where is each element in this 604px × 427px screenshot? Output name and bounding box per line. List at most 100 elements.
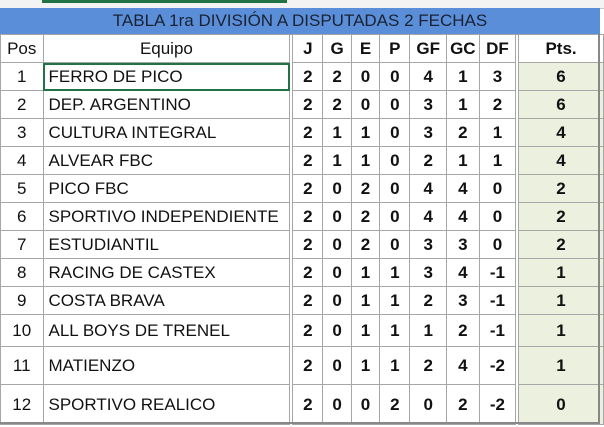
cell-df[interactable]: -2 [478, 346, 517, 385]
cell-gc[interactable]: 3 [445, 230, 480, 259]
cell-pos[interactable]: 6 [0, 202, 44, 231]
cell-g[interactable]: 1 [322, 118, 352, 147]
cell-gc[interactable]: 4 [445, 174, 480, 203]
cell-equipo[interactable]: FERRO DE PICO [42, 62, 291, 91]
cell-p[interactable]: 0 [379, 118, 411, 147]
cell-j[interactable]: 2 [292, 90, 324, 119]
table-title[interactable]: TABLA 1ra DIVISIÓN A DISPUTADAS 2 FECHAS [0, 8, 600, 35]
cell-gc[interactable]: 2 [445, 118, 480, 147]
cell-pos[interactable]: 11 [0, 346, 44, 385]
cell-g[interactable]: 0 [322, 384, 352, 425]
column-header-equipo[interactable]: Equipo [42, 34, 291, 63]
cell-pos[interactable]: 10 [0, 314, 44, 347]
cell-equipo[interactable]: COSTA BRAVA [42, 286, 291, 315]
cell-pts[interactable]: 4 [518, 146, 604, 175]
cell-gc[interactable]: 2 [445, 384, 480, 425]
column-header-e[interactable]: E [350, 34, 381, 63]
cell-p[interactable]: 0 [379, 230, 411, 259]
cell-equipo[interactable]: DEP. ARGENTINO [42, 90, 291, 119]
cell-pos[interactable]: 9 [0, 286, 44, 315]
cell-gf[interactable]: 2 [409, 146, 447, 175]
cell-df[interactable]: -1 [478, 314, 517, 347]
cell-gf[interactable]: 1 [409, 314, 447, 347]
cell-gc[interactable]: 1 [445, 62, 480, 91]
cell-gf[interactable]: 3 [409, 230, 447, 259]
cell-pts[interactable]: 1 [518, 258, 604, 287]
cell-df[interactable]: -2 [478, 384, 517, 425]
cell-e[interactable]: 1 [350, 118, 381, 147]
cell-j[interactable]: 2 [292, 286, 324, 315]
cell-j[interactable]: 2 [292, 230, 324, 259]
cell-pos[interactable]: 5 [0, 174, 44, 203]
cell-gc[interactable]: 4 [445, 202, 480, 231]
cell-e[interactable]: 0 [350, 90, 381, 119]
cell-gc[interactable]: 1 [445, 146, 480, 175]
cell-j[interactable]: 2 [292, 258, 324, 287]
cell-gf[interactable]: 0 [409, 384, 447, 425]
cell-j[interactable]: 2 [292, 384, 324, 425]
cell-df[interactable]: -1 [478, 258, 517, 287]
cell-gc[interactable]: 1 [445, 90, 480, 119]
cell-e[interactable]: 1 [350, 286, 381, 315]
cell-df[interactable]: 1 [478, 118, 517, 147]
cell-gf[interactable]: 3 [409, 90, 447, 119]
cell-pts[interactable]: 4 [518, 118, 604, 147]
cell-p[interactable]: 0 [379, 146, 411, 175]
cell-equipo[interactable]: PICO FBC [42, 174, 291, 203]
cell-pos[interactable]: 12 [0, 384, 44, 425]
cell-pos[interactable]: 7 [0, 230, 44, 259]
cell-equipo[interactable]: ALVEAR FBC [42, 146, 291, 175]
cell-gf[interactable]: 2 [409, 346, 447, 385]
column-header-gf[interactable]: GF [409, 34, 447, 63]
cell-e[interactable]: 0 [350, 62, 381, 91]
cell-pts[interactable]: 2 [518, 174, 604, 203]
column-header-pts[interactable]: Pts. [518, 34, 604, 63]
cell-equipo[interactable]: SPORTIVO REALICO [42, 384, 291, 425]
cell-pts[interactable]: 1 [518, 346, 604, 385]
cell-g[interactable]: 2 [322, 62, 352, 91]
cell-g[interactable]: 0 [322, 202, 352, 231]
column-header-j[interactable]: J [292, 34, 324, 63]
cell-j[interactable]: 2 [292, 118, 324, 147]
column-header-p[interactable]: P [379, 34, 411, 63]
cell-gc[interactable]: 4 [445, 258, 480, 287]
cell-equipo[interactable]: ALL BOYS DE TRENEL [42, 314, 291, 347]
cell-e[interactable]: 1 [350, 258, 381, 287]
cell-gf[interactable]: 3 [409, 258, 447, 287]
cell-df[interactable]: 0 [478, 174, 517, 203]
cell-g[interactable]: 0 [322, 230, 352, 259]
cell-df[interactable]: 0 [478, 202, 517, 231]
cell-g[interactable]: 0 [322, 174, 352, 203]
cell-p[interactable]: 1 [379, 258, 411, 287]
cell-p[interactable]: 0 [379, 202, 411, 231]
cell-g[interactable]: 0 [322, 258, 352, 287]
cell-p[interactable]: 1 [379, 346, 411, 385]
cell-gc[interactable]: 3 [445, 286, 480, 315]
cell-p[interactable]: 0 [379, 90, 411, 119]
cell-gf[interactable]: 3 [409, 118, 447, 147]
cell-pts[interactable]: 2 [518, 202, 604, 231]
cell-p[interactable]: 2 [379, 384, 411, 425]
cell-p[interactable]: 1 [379, 286, 411, 315]
cell-j[interactable]: 2 [292, 146, 324, 175]
cell-g[interactable]: 2 [322, 90, 352, 119]
cell-e[interactable]: 0 [350, 384, 381, 425]
cell-g[interactable]: 1 [322, 146, 352, 175]
cell-p[interactable]: 0 [379, 174, 411, 203]
cell-e[interactable]: 2 [350, 174, 381, 203]
cell-gf[interactable]: 2 [409, 286, 447, 315]
cell-gc[interactable]: 2 [445, 314, 480, 347]
cell-j[interactable]: 2 [292, 346, 324, 385]
cell-df[interactable]: 3 [478, 62, 517, 91]
cell-df[interactable]: 2 [478, 90, 517, 119]
column-header-g[interactable]: G [322, 34, 352, 63]
cell-pos[interactable]: 4 [0, 146, 44, 175]
cell-pts[interactable]: 1 [518, 314, 604, 347]
cell-p[interactable]: 1 [379, 314, 411, 347]
cell-e[interactable]: 1 [350, 346, 381, 385]
cell-pos[interactable]: 2 [0, 90, 44, 119]
cell-pts[interactable]: 0 [518, 384, 604, 425]
cell-e[interactable]: 2 [350, 202, 381, 231]
cell-g[interactable]: 0 [322, 286, 352, 315]
cell-equipo[interactable]: ESTUDIANTIL [42, 230, 291, 259]
